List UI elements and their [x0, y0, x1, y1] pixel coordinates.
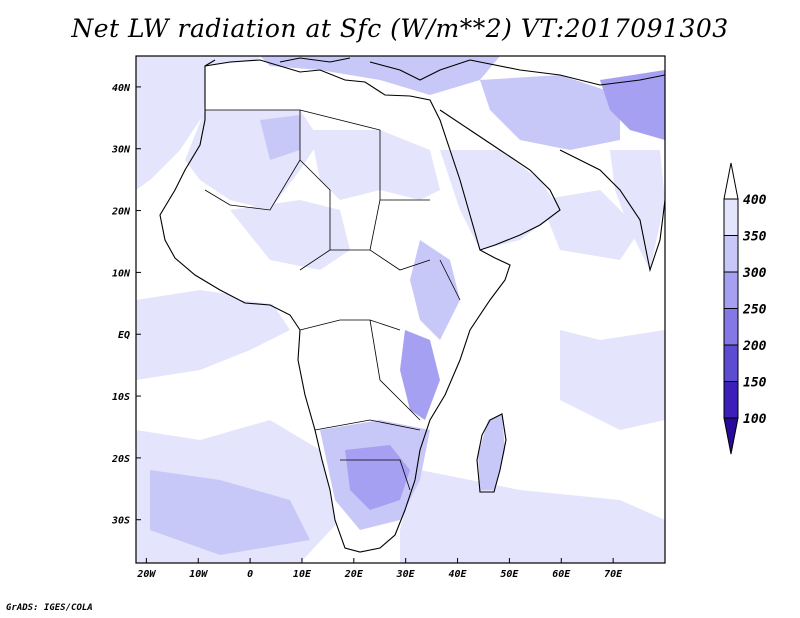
field-sahara-east — [310, 130, 440, 200]
plot-area — [136, 56, 665, 563]
field-india — [610, 150, 665, 270]
x-tick-label: 30E — [396, 569, 416, 580]
colorbar-box — [723, 235, 739, 273]
x-tick-label: 40E — [449, 569, 468, 580]
y-tick-label: 20N — [111, 207, 131, 218]
field-atlantic-eq — [136, 290, 290, 380]
footer-credit: GrADS: IGES/COLA — [6, 603, 93, 613]
field-kalahari — [345, 445, 410, 510]
y-tick-label: 30S — [111, 516, 130, 527]
coastline-madagascar — [476, 413, 507, 493]
colorbar-box — [723, 198, 739, 236]
field-madagascar — [478, 415, 505, 490]
x-tick-label: 70E — [604, 569, 623, 580]
x-tick-label: 0 — [247, 569, 253, 580]
x-tick-label: 50E — [500, 569, 519, 580]
field-east-africa — [410, 240, 460, 340]
colorbar-label: 150 — [743, 376, 767, 391]
field-indian-south — [400, 470, 665, 563]
colorbar-box — [723, 344, 739, 382]
colorbar-bottom-arrow — [723, 417, 739, 455]
colorbar-label: 200 — [742, 339, 767, 354]
x-tick-label: 10W — [189, 569, 208, 580]
map-title: Net LW radiation at Sfc (W/m**2) VT:2017… — [71, 14, 729, 43]
x-tick-label: 20E — [344, 569, 364, 580]
colorbar-label: 100 — [743, 412, 767, 427]
field-indian-east — [560, 330, 665, 430]
colorbar-top-arrow — [723, 162, 739, 200]
coastline-arabia — [439, 109, 561, 251]
colorbar-box — [723, 271, 739, 309]
field-arabia — [440, 150, 560, 250]
colorbar-label: 400 — [743, 193, 767, 208]
x-tick-label: 60E — [552, 569, 571, 580]
colorbar-label: 250 — [742, 303, 767, 318]
y-axis: 40N 30N 20N 10N EQ 10S 20S 30S — [111, 83, 141, 527]
plot-frame — [135, 55, 666, 564]
colorbar-label: 350 — [742, 230, 767, 245]
coastline-europe — [204, 57, 471, 81]
x-tick-label: 10E — [293, 569, 312, 580]
x-tick-label: 20W — [136, 569, 156, 580]
field-sahel — [230, 200, 350, 270]
y-tick-label: EQ — [118, 330, 130, 341]
field-mediterranean-north — [260, 56, 500, 95]
field-atlantic-south-dark — [150, 470, 310, 555]
y-tick-label: 30N — [111, 145, 131, 156]
colorbar-box — [723, 308, 739, 346]
colorbar-box — [723, 381, 739, 419]
field-middle-east — [480, 75, 620, 150]
x-axis: 20W 10W 0 10E 20E 30E 40E 50E 60E 70E — [136, 558, 623, 580]
colorbar: 400 350 300 250 200 150 100 — [723, 162, 767, 455]
coastline-africa — [159, 59, 511, 553]
colorbar-label: 300 — [742, 266, 767, 281]
y-tick-label: 10N — [112, 268, 131, 279]
country-borders — [204, 109, 461, 491]
field-rift — [400, 330, 440, 420]
coastline-asia — [469, 59, 665, 273]
y-tick-label: 10S — [112, 392, 130, 403]
field-arabian-sea — [540, 190, 640, 260]
y-tick-label: 40N — [112, 83, 131, 94]
field-himalaya — [600, 70, 665, 140]
field-north-mid — [260, 115, 300, 160]
y-tick-label: 20S — [111, 454, 130, 465]
